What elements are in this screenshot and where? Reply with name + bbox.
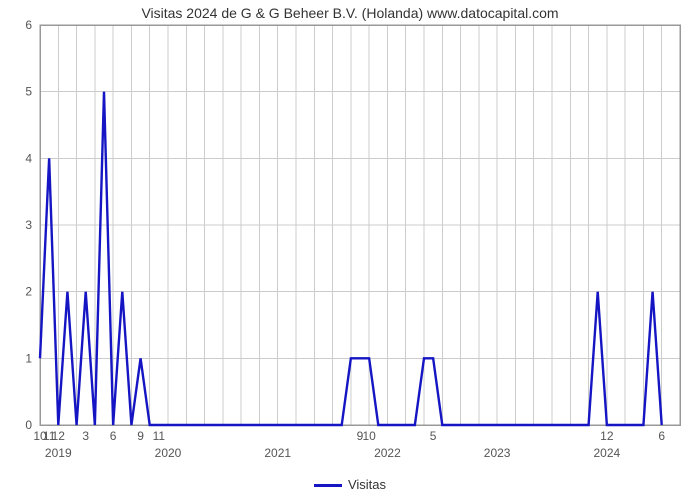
svg-text:12: 12: [600, 429, 614, 443]
chart-plot: 0123456 101112369119105126 2019202020212…: [40, 25, 680, 425]
svg-text:2021: 2021: [264, 446, 291, 460]
x-axis-month-ticks: 101112369119105126: [33, 429, 665, 443]
svg-text:6: 6: [658, 429, 665, 443]
svg-text:2: 2: [25, 285, 32, 299]
svg-text:1: 1: [25, 351, 32, 365]
svg-text:2020: 2020: [155, 446, 182, 460]
svg-text:2023: 2023: [484, 446, 511, 460]
svg-text:2024: 2024: [594, 446, 621, 460]
svg-text:3: 3: [25, 218, 32, 232]
legend-label: Visitas: [348, 477, 386, 492]
grid-horizontal: [40, 25, 680, 425]
svg-text:2019: 2019: [45, 446, 72, 460]
x-axis-year-ticks: 2019 2020 2021 2022 2023 2024: [45, 446, 621, 460]
legend-swatch: [314, 484, 342, 487]
svg-text:2022: 2022: [374, 446, 401, 460]
svg-text:9: 9: [137, 429, 144, 443]
chart-title: Visitas 2024 de G & G Beheer B.V. (Holan…: [0, 5, 700, 21]
svg-text:4: 4: [25, 151, 32, 165]
y-axis-ticks: 0 1 2 3 4 5 6: [25, 18, 32, 432]
svg-text:5: 5: [430, 429, 437, 443]
svg-text:5: 5: [25, 85, 32, 99]
svg-text:6: 6: [25, 18, 32, 32]
svg-text:0: 0: [25, 418, 32, 432]
svg-text:6: 6: [110, 429, 117, 443]
svg-text:3: 3: [82, 429, 89, 443]
svg-text:10: 10: [362, 429, 376, 443]
svg-text:12: 12: [52, 429, 66, 443]
svg-text:11: 11: [153, 429, 166, 443]
chart-legend: Visitas: [0, 477, 700, 492]
